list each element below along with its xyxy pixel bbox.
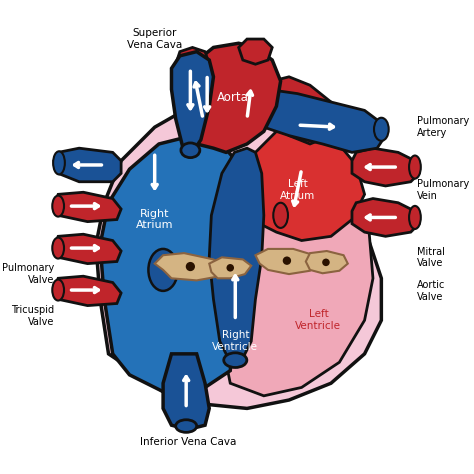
Polygon shape — [264, 77, 339, 144]
Polygon shape — [176, 47, 209, 77]
Polygon shape — [184, 43, 281, 152]
Text: Mitral
Valve: Mitral Valve — [417, 246, 445, 268]
Ellipse shape — [148, 249, 178, 291]
Polygon shape — [238, 39, 272, 64]
Polygon shape — [100, 136, 251, 392]
Text: Right
Ventricle: Right Ventricle — [212, 330, 258, 352]
Ellipse shape — [52, 196, 64, 217]
Ellipse shape — [283, 256, 291, 265]
Text: Left
Ventricle: Left Ventricle — [295, 310, 341, 331]
Ellipse shape — [53, 151, 65, 174]
Text: Superior
Vena Cava: Superior Vena Cava — [127, 28, 182, 50]
Ellipse shape — [374, 118, 389, 141]
Text: Pulmonary
Vein: Pulmonary Vein — [417, 179, 469, 201]
Polygon shape — [54, 192, 121, 222]
Ellipse shape — [181, 143, 200, 158]
Polygon shape — [243, 127, 365, 240]
Text: Inferior Vena Cava: Inferior Vena Cava — [140, 437, 237, 447]
Ellipse shape — [227, 264, 234, 272]
Text: Pulmonary
Artery: Pulmonary Artery — [417, 117, 469, 138]
Text: Left
Atrium: Left Atrium — [280, 179, 315, 201]
Polygon shape — [352, 148, 419, 186]
Ellipse shape — [186, 262, 195, 271]
Polygon shape — [255, 249, 319, 274]
Ellipse shape — [52, 237, 64, 259]
Polygon shape — [209, 148, 264, 362]
Polygon shape — [243, 90, 385, 152]
Ellipse shape — [52, 280, 64, 301]
Ellipse shape — [273, 203, 288, 228]
Polygon shape — [54, 276, 121, 306]
Polygon shape — [54, 234, 121, 264]
Ellipse shape — [409, 206, 421, 229]
Ellipse shape — [224, 353, 247, 367]
Text: Aortic
Valve: Aortic Valve — [417, 280, 446, 301]
Ellipse shape — [409, 155, 421, 179]
Polygon shape — [54, 148, 121, 182]
Polygon shape — [218, 161, 373, 396]
Text: Pulmonary
Valve: Pulmonary Valve — [2, 263, 54, 285]
Polygon shape — [306, 251, 348, 273]
Polygon shape — [209, 257, 251, 278]
Text: Aorta: Aorta — [217, 91, 248, 104]
Polygon shape — [155, 253, 226, 281]
Ellipse shape — [176, 420, 197, 432]
Polygon shape — [352, 199, 419, 237]
Text: Tricuspid
Valve: Tricuspid Valve — [11, 305, 54, 327]
Text: Right
Atrium: Right Atrium — [136, 209, 173, 230]
Polygon shape — [172, 52, 213, 152]
Polygon shape — [96, 106, 382, 409]
Ellipse shape — [322, 259, 330, 266]
Polygon shape — [163, 354, 209, 429]
